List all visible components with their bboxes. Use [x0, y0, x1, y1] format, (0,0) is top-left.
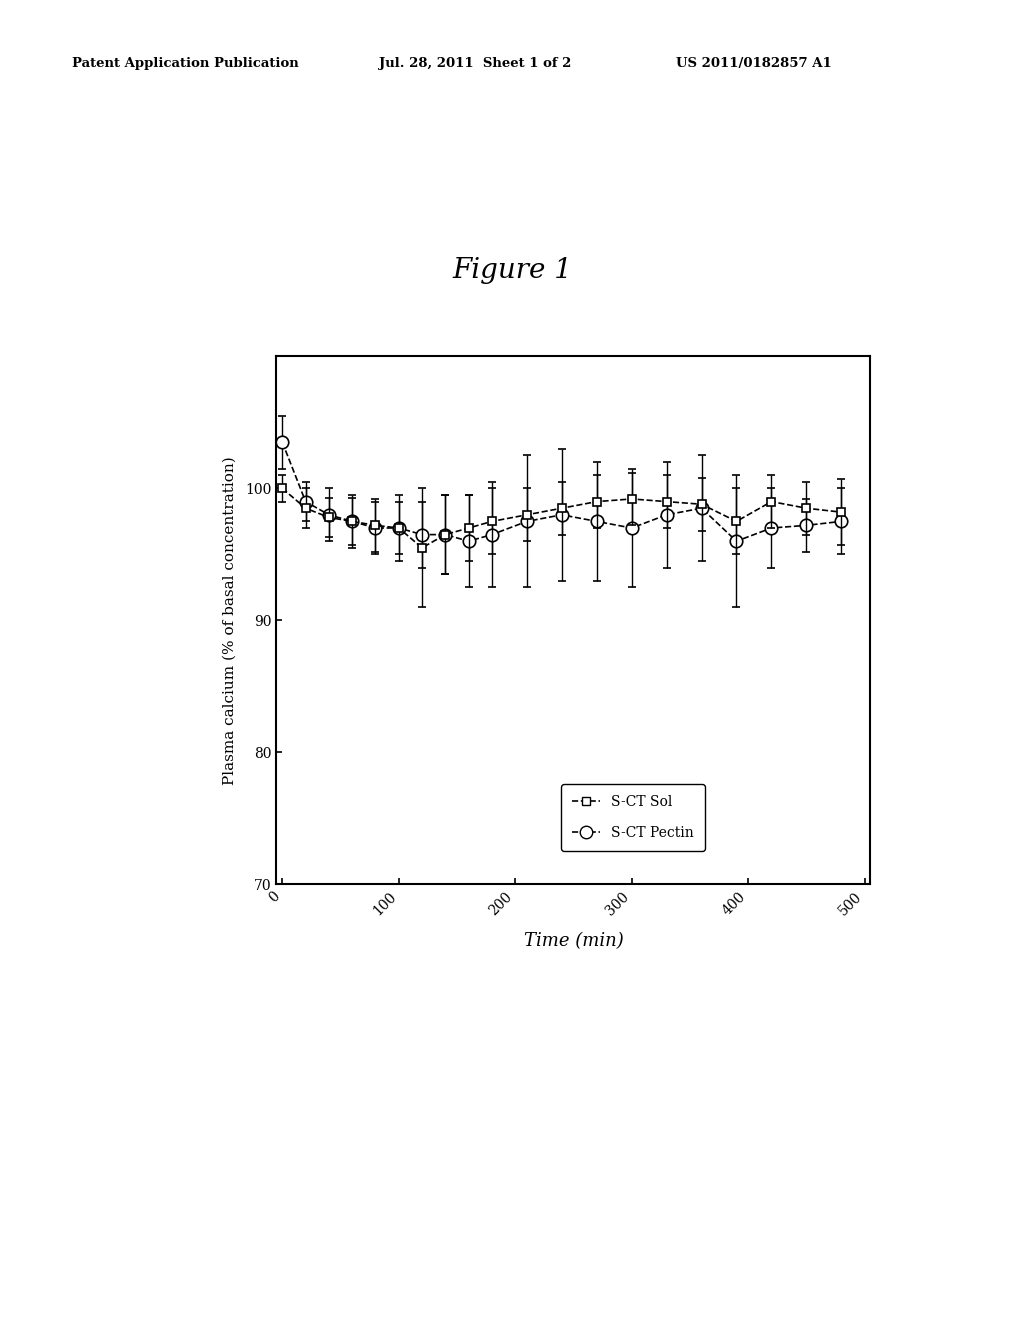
Y-axis label: Plasma calcium (% of basal concentration): Plasma calcium (% of basal concentration…	[223, 455, 237, 785]
Text: Jul. 28, 2011  Sheet 1 of 2: Jul. 28, 2011 Sheet 1 of 2	[379, 57, 571, 70]
Text: US 2011/0182857 A1: US 2011/0182857 A1	[676, 57, 831, 70]
Text: Figure 1: Figure 1	[452, 257, 572, 284]
Legend: S-CT Sol, S-CT Pectin: S-CT Sol, S-CT Pectin	[561, 784, 705, 851]
Text: Patent Application Publication: Patent Application Publication	[72, 57, 298, 70]
X-axis label: Time (min): Time (min)	[523, 932, 624, 949]
